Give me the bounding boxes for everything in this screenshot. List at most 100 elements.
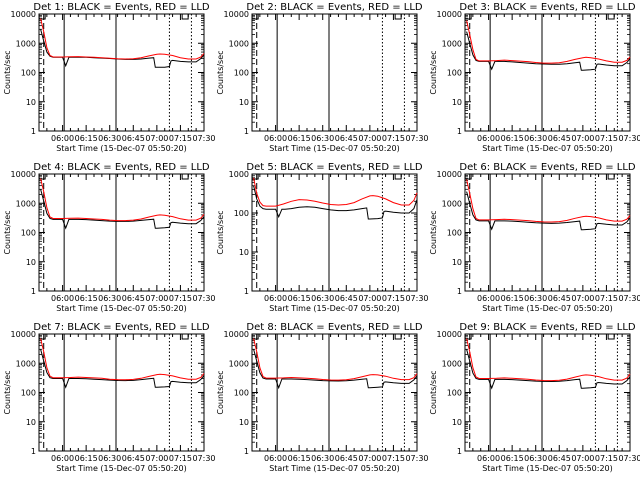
y-axis-label: Counts/sec [429,370,438,414]
y-axis-label: Counts/sec [3,210,12,254]
x-tick-label: 06:00 [264,454,287,463]
x-tick-label: 07:30 [405,294,428,303]
interval-bracket-marker [607,174,615,180]
x-tick-label: 07:00 [571,294,594,303]
y-tick-label: 1 [457,287,462,296]
y-tick-label: 1000 [16,359,36,368]
x-tick-label: 06:15 [75,454,98,463]
x-tick-label: 06:15 [501,134,524,143]
y-axis-label: Counts/sec [216,370,225,414]
x-axis-label: Start Time (15-Dec-07 05:50:20) [482,144,613,153]
y-tick-label: 1000 [229,39,249,48]
y-tick-label: 10 [452,418,462,427]
interval-bracket-marker [607,334,615,340]
plot-frame [251,173,418,292]
y-tick-label: 10000 [437,330,462,339]
y-tick-label: 100 [447,389,462,398]
y-tick-label: 1000 [229,359,249,368]
y-tick-label: 100 [447,229,462,238]
series-line-lld [466,179,631,223]
y-tick-label: 10000 [437,10,462,19]
panel-title: Det 1: BLACK = Events, RED = LLD [33,2,210,13]
x-tick-label: 07:00 [358,454,381,463]
x-tick-label: 06:00 [477,134,500,143]
panel-title: Det 7: BLACK = Events, RED = LLD [33,322,210,333]
series-line-lld [40,338,205,381]
interval-bracket-marker [38,174,46,180]
x-tick-label: 06:15 [288,454,311,463]
x-tick-label: 07:15 [595,454,618,463]
x-tick-label: 07:00 [145,454,168,463]
x-axis-label: Start Time (15-Dec-07 05:50:20) [56,464,187,473]
series-line-events [40,189,205,230]
x-tick-label: 06:45 [122,294,145,303]
y-tick-label: 10000 [437,170,462,179]
interval-bracket-marker [394,14,402,20]
y-tick-label: 1000 [16,199,36,208]
series-line-lld [253,177,418,207]
interval-bracket-marker [181,334,189,340]
interval-bracket-marker [464,14,472,20]
y-tick-label: 1 [31,447,36,456]
x-tick-label: 07:15 [169,294,192,303]
x-tick-label: 06:30 [98,294,121,303]
x-tick-label: 07:15 [595,134,618,143]
panel-det-8: Det 8: BLACK = Events, RED = LLD 1 10 100 10… [216,322,429,473]
y-tick-label: 100 [234,209,249,218]
x-axis-label: Start Time (15-Dec-07 05:50:20) [482,304,613,313]
y-tick-label: 10000 [11,330,36,339]
series-line-lld [466,20,631,64]
x-axis-label: Start Time (15-Dec-07 05:50:20) [56,144,187,153]
x-tick-label: 06:45 [122,454,145,463]
y-axis-label: Counts/sec [216,50,225,94]
x-tick-label: 07:30 [618,454,640,463]
x-tick-label: 07:15 [169,454,192,463]
x-tick-label: 07:30 [405,454,428,463]
x-tick-label: 06:30 [524,294,547,303]
panel-title: Det 6: BLACK = Events, RED = LLD [459,162,636,173]
panel-title: Det 2: BLACK = Events, RED = LLD [246,2,423,13]
x-axis-label: Start Time (15-Dec-07 05:50:20) [482,464,613,473]
x-tick-label: 06:45 [548,294,571,303]
x-tick-label: 06:30 [311,454,334,463]
x-tick-label: 06:15 [288,294,311,303]
y-axis-label: Counts/sec [429,50,438,94]
panel-det-2: Det 2: BLACK = Events, RED = LLD 1 10 100 10… [216,2,429,153]
x-tick-label: 06:15 [288,134,311,143]
x-tick-label: 06:00 [51,454,74,463]
interval-bracket-marker [38,334,46,340]
interval-bracket-marker [181,14,189,20]
series-line-events [40,29,205,68]
x-tick-label: 06:15 [501,454,524,463]
y-axis-label: Counts/sec [3,50,12,94]
y-tick-label: 10 [239,248,249,257]
x-axis-label: Start Time (15-Dec-07 05:50:20) [269,464,400,473]
y-tick-label: 100 [21,69,36,78]
x-tick-label: 06:15 [75,134,98,143]
y-axis-label: Counts/sec [216,210,225,254]
x-tick-label: 06:00 [51,294,74,303]
x-axis-label: Start Time (15-Dec-07 05:50:20) [269,144,400,153]
x-tick-label: 07:30 [618,134,640,143]
interval-bracket-marker [181,174,189,180]
x-tick-label: 06:00 [51,134,74,143]
x-tick-label: 07:30 [192,454,215,463]
y-tick-label: 10 [26,418,36,427]
x-tick-label: 06:30 [524,454,547,463]
y-tick-label: 100 [21,389,36,398]
x-tick-label: 06:45 [335,134,358,143]
y-tick-label: 100 [234,69,249,78]
y-tick-label: 10 [239,418,249,427]
y-axis-label: Counts/sec [429,210,438,254]
interval-bracket-marker [251,334,259,340]
y-tick-label: 100 [21,229,36,238]
y-tick-label: 1 [244,447,249,456]
series-line-events [466,31,631,71]
x-tick-label: 06:45 [335,294,358,303]
x-tick-label: 06:45 [122,134,145,143]
x-tick-label: 07:15 [382,294,405,303]
y-tick-label: 1000 [16,39,36,48]
panel-det-3: Det 3: BLACK = Events, RED = LLD 1 10 100 10… [429,2,640,153]
x-tick-label: 07:00 [571,454,594,463]
